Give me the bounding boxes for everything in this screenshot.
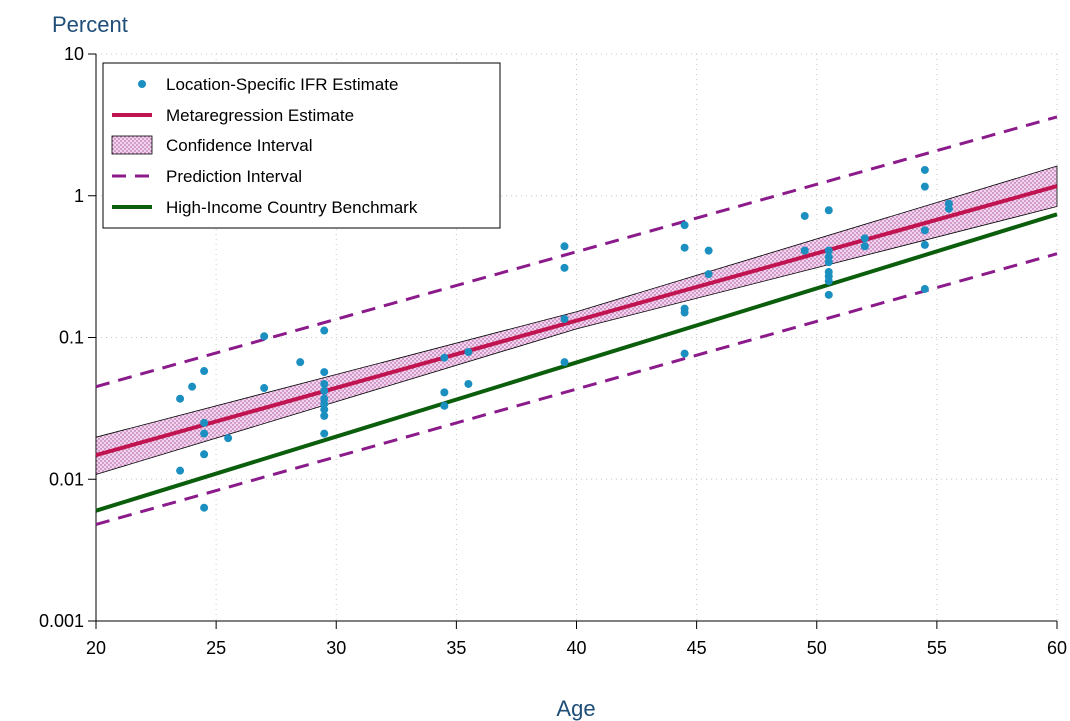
data-point <box>560 242 569 251</box>
y-tick-label: 1 <box>74 186 84 206</box>
data-point <box>800 246 809 255</box>
x-tick-label: 30 <box>326 638 346 658</box>
data-point <box>320 405 329 414</box>
data-point <box>260 384 269 393</box>
legend-label: Metaregression Estimate <box>166 106 354 125</box>
x-tick-label: 55 <box>927 638 947 658</box>
data-point <box>200 367 209 376</box>
data-point <box>680 221 689 230</box>
x-tick-label: 35 <box>446 638 466 658</box>
legend-label: High-Income Country Benchmark <box>166 198 418 217</box>
data-point <box>320 368 329 377</box>
data-point <box>200 503 209 512</box>
data-point <box>440 353 449 362</box>
data-point <box>680 349 689 358</box>
data-point <box>560 263 569 272</box>
legend-marker-points <box>138 80 146 88</box>
data-point <box>176 466 185 475</box>
data-point <box>560 315 569 324</box>
data-point <box>860 242 869 251</box>
data-point <box>920 165 929 174</box>
data-point <box>800 211 809 220</box>
axes: 0.001 0.01 0.1 1 10 20 25 30 35 40 45 50 55 60 <box>39 44 1067 658</box>
data-point <box>188 382 197 391</box>
data-point <box>176 394 185 403</box>
data-point <box>560 358 569 367</box>
metaregression-line <box>95 184 1058 458</box>
data-point <box>824 258 833 267</box>
x-tick-label: 50 <box>807 638 827 658</box>
data-point <box>464 348 473 357</box>
data-point <box>704 270 713 279</box>
data-point <box>824 277 833 286</box>
data-point <box>920 226 929 235</box>
data-point <box>320 386 329 395</box>
data-point <box>680 308 689 317</box>
data-point <box>824 246 833 255</box>
data-point <box>860 234 869 243</box>
data-point <box>320 429 329 438</box>
data-point <box>320 379 329 388</box>
data-point <box>224 434 233 443</box>
data-point <box>320 326 329 335</box>
data-point <box>440 401 449 410</box>
data-point <box>704 246 713 255</box>
y-tick-label: 0.01 <box>49 469 84 489</box>
prediction-interval-upper <box>95 115 1058 389</box>
legend: Location-Specific IFR Estimate Metaregres… <box>102 62 501 229</box>
data-point <box>320 411 329 420</box>
x-tick-label: 60 <box>1047 638 1067 658</box>
x-tick-label: 20 <box>86 638 106 658</box>
data-point <box>200 429 209 438</box>
data-point <box>824 290 833 299</box>
data-point <box>920 240 929 249</box>
legend-label: Prediction Interval <box>166 167 302 186</box>
data-point <box>824 206 833 215</box>
x-tick-label: 25 <box>206 638 226 658</box>
x-axis-title: Age <box>556 696 595 721</box>
data-point <box>260 332 269 341</box>
y-axis-title: Percent <box>52 12 128 37</box>
data-point <box>920 182 929 191</box>
legend-marker-ci <box>111 135 153 155</box>
plot-area <box>95 115 1058 526</box>
data-point <box>464 379 473 388</box>
data-point <box>944 204 953 213</box>
data-point <box>200 450 209 459</box>
x-tick-label: 45 <box>687 638 707 658</box>
x-tick-label: 40 <box>566 638 586 658</box>
data-point <box>200 418 209 427</box>
data-point <box>920 284 929 293</box>
data-point <box>320 399 329 408</box>
legend-box <box>102 62 501 229</box>
benchmark-line <box>95 212 1058 513</box>
prediction-interval-lower <box>95 252 1058 526</box>
y-tick-label: 10 <box>64 44 84 64</box>
y-tick-label: 0.1 <box>59 328 84 348</box>
legend-label: Location-Specific IFR Estimate <box>166 75 398 94</box>
y-tick-label: 0.001 <box>39 611 84 631</box>
data-point <box>440 388 449 397</box>
data-point <box>296 358 305 367</box>
legend-label: Confidence Interval <box>166 136 312 155</box>
data-point <box>680 243 689 252</box>
